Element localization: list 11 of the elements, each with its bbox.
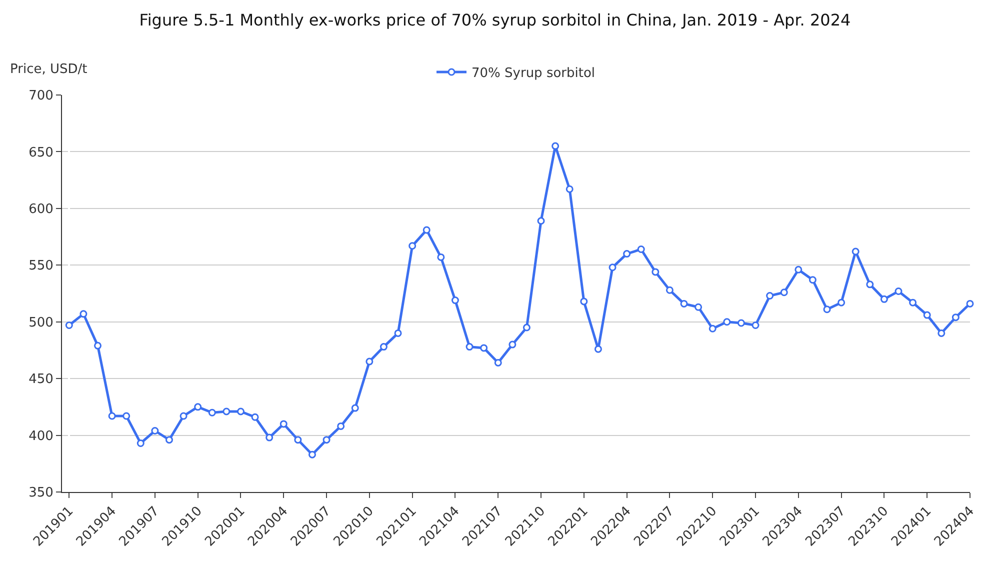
y-tick-label: 600 <box>28 202 54 217</box>
y-tick-label: 400 <box>28 428 54 444</box>
legend-label: 70% Syrup sorbitol <box>472 66 596 82</box>
y-tick-label: 700 <box>28 88 54 104</box>
y-tick-label: 350 <box>28 486 54 501</box>
y-axis-title: Price, USD/t <box>10 62 88 77</box>
y-tick-label: 450 <box>28 372 54 388</box>
y-tick-label: 500 <box>28 315 54 330</box>
y-tick-label: 550 <box>28 258 54 274</box>
chart-title: Figure 5.5-1 Monthly ex-works price of 70% syrup sorbitol in China, Jan. 2019 - Apr. 2024 <box>139 10 851 30</box>
y-tick-label: 650 <box>28 145 54 160</box>
